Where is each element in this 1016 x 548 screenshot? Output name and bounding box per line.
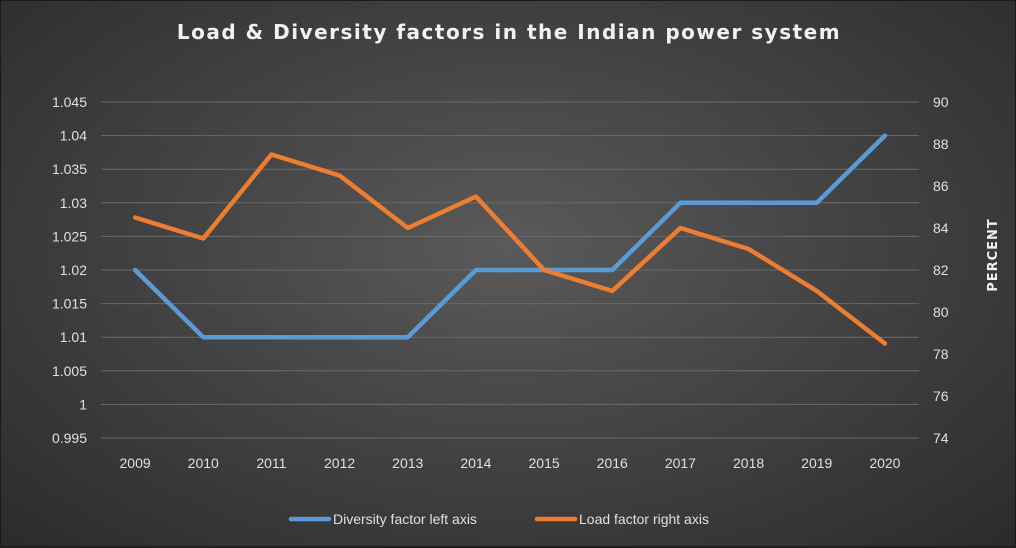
- left-tick-label: 1.015: [52, 296, 87, 312]
- left-tick-label: 1.005: [52, 363, 87, 379]
- right-tick-label: 74: [933, 430, 949, 446]
- right-tick-label: 86: [933, 178, 949, 194]
- right-tick-label: 80: [933, 304, 949, 320]
- series-line-load-factor: [135, 155, 885, 344]
- x-tick-label: 2012: [324, 455, 355, 471]
- x-tick-label: 2009: [120, 455, 151, 471]
- left-tick-label: 1.025: [52, 228, 87, 244]
- left-tick-label: 1.035: [52, 161, 87, 177]
- right-tick-label: 88: [933, 136, 949, 152]
- left-tick-label: 1.04: [60, 128, 87, 144]
- series-lines: [135, 136, 885, 344]
- left-tick-label: 1.045: [52, 94, 87, 110]
- left-tick-label: 1.02: [60, 262, 87, 278]
- x-tick-label: 2017: [665, 455, 696, 471]
- left-tick-label: 1.03: [60, 195, 87, 211]
- legend-label: Load factor right axis: [579, 511, 709, 527]
- x-tick-label: 2010: [188, 455, 219, 471]
- x-tick-label: 2015: [529, 455, 560, 471]
- x-tick-label: 2013: [392, 455, 423, 471]
- left-tick-label: 1: [79, 396, 87, 412]
- x-tick-label: 2018: [733, 455, 764, 471]
- left-y-axis: 0.995 1 1.005 1.01 1.015 1.02 1.025 1.03 1.035 1.…: [52, 94, 87, 446]
- legend: Diversity factor left axis Load factor ri…: [291, 511, 709, 527]
- legend-label: Diversity factor left axis: [333, 511, 477, 527]
- x-tick-label: 2014: [460, 455, 491, 471]
- x-tick-label: 2011: [256, 455, 286, 471]
- chart-title: Load & Diversity factors in the Indian p…: [177, 20, 841, 44]
- x-tick-label: 2019: [801, 455, 832, 471]
- right-y-axis: 74 76 78 80 82 84 86 88 90: [933, 94, 949, 446]
- left-tick-label: 1.01: [60, 329, 87, 345]
- right-tick-label: 84: [933, 220, 949, 236]
- x-axis: 2009 2010 2011 2012 2013 2014 2015 2016 2017 2018…: [120, 455, 901, 471]
- right-tick-label: 90: [933, 94, 949, 110]
- left-tick-label: 0.995: [52, 430, 87, 446]
- x-tick-label: 2016: [597, 455, 628, 471]
- right-tick-label: 76: [933, 388, 949, 404]
- x-tick-label: 2020: [869, 455, 900, 471]
- right-axis-label: PERCENT: [986, 218, 1001, 292]
- right-tick-label: 78: [933, 346, 949, 362]
- right-tick-label: 82: [933, 262, 949, 278]
